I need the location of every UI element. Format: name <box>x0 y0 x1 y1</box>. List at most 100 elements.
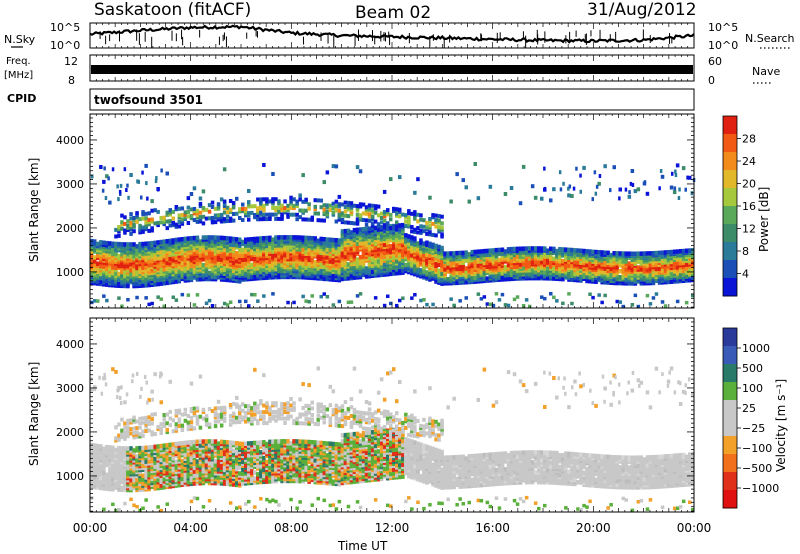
heatmap-cell <box>201 214 206 219</box>
heatmap-cell <box>171 238 175 243</box>
heatmap-cell <box>389 177 393 182</box>
heatmap-cell <box>219 253 224 258</box>
heatmap-cell <box>120 454 124 459</box>
heatmap-cell <box>428 232 432 237</box>
heatmap-cell <box>132 466 136 471</box>
heatmap-cell <box>404 262 408 268</box>
heatmap-cell <box>313 198 317 203</box>
heatmap-cell <box>482 270 487 276</box>
heatmap-cell <box>301 247 305 252</box>
heatmap-cell <box>96 443 100 449</box>
heatmap-cell <box>114 241 118 247</box>
heatmap-cell <box>455 262 459 268</box>
heatmap-cell <box>628 190 631 195</box>
heatmap-cell <box>370 226 375 231</box>
heatmap-cell <box>201 235 206 240</box>
heatmap-cell <box>162 222 166 227</box>
heatmap-cell <box>171 223 175 228</box>
heatmap-cell <box>379 254 384 260</box>
heatmap-cell <box>250 210 254 215</box>
heatmap-cell <box>543 260 547 265</box>
heatmap-cell <box>135 211 139 216</box>
heatmap-cell <box>231 212 236 216</box>
heatmap-cell <box>228 300 233 304</box>
heatmap-cell <box>328 237 333 242</box>
heatmap-cell <box>99 165 103 169</box>
heatmap-cell <box>352 203 357 208</box>
heatmap-cell <box>186 269 191 275</box>
heatmap-cell <box>636 251 641 256</box>
heatmap-cell <box>313 236 317 241</box>
heatmap-cell <box>159 220 163 225</box>
heatmap-cell <box>207 255 212 260</box>
heatmap-cell <box>503 265 508 270</box>
heatmap-cell <box>186 236 191 241</box>
heatmap-cell <box>253 274 257 279</box>
heatmap-cell <box>150 262 154 268</box>
heatmap-cell <box>476 257 481 262</box>
heatmap-cell <box>431 221 435 226</box>
heatmap-cell <box>195 215 200 220</box>
heatmap-cell <box>413 214 417 219</box>
heatmap-cell <box>138 223 142 228</box>
heatmap-cell <box>120 226 124 231</box>
heatmap-cell <box>111 265 115 270</box>
heatmap-cell <box>301 275 305 280</box>
heatmap-cell <box>150 412 154 417</box>
heatmap-cell <box>238 267 242 272</box>
heatmap-cell <box>346 276 351 281</box>
heatmap-cell <box>93 255 97 260</box>
heatmap-cell <box>413 268 417 273</box>
heatmap-cell <box>373 253 378 258</box>
heatmap-cell <box>114 447 118 453</box>
heatmap-cell <box>238 209 242 214</box>
heatmap-cell <box>425 225 429 230</box>
heatmap-cell <box>262 214 266 219</box>
heatmap-cell <box>684 262 689 267</box>
heatmap-cell <box>207 274 212 280</box>
heatmap-cell <box>307 271 311 276</box>
heatmap-cell <box>126 418 130 423</box>
heatmap-cell <box>537 246 541 251</box>
heatmap-cell <box>624 187 628 192</box>
heatmap-cell <box>331 303 336 307</box>
heatmap-cell <box>253 204 257 209</box>
heatmap-cell <box>654 262 659 268</box>
heatmap-cell <box>301 210 305 215</box>
heatmap-cell <box>165 210 169 215</box>
heatmap-cell <box>111 477 115 482</box>
heatmap-cell <box>355 227 360 233</box>
heatmap-cell <box>111 367 115 372</box>
heatmap-cell <box>663 260 668 265</box>
heatmap-cell <box>440 214 444 219</box>
heatmap-cell <box>567 186 570 191</box>
heatmap-cell <box>503 303 508 307</box>
heatmap-cell <box>503 192 508 196</box>
heatmap-cell <box>690 191 694 196</box>
heatmap-cell <box>271 292 275 296</box>
heatmap-cell <box>168 212 172 217</box>
heatmap-cell <box>428 225 432 230</box>
heatmap-cell <box>177 269 182 274</box>
heatmap-cell <box>141 416 145 421</box>
heatmap-cell <box>132 433 136 438</box>
heatmap-cell <box>189 236 194 241</box>
heatmap-cell <box>241 207 245 211</box>
heatmap-cell <box>111 279 115 284</box>
heatmap-cell <box>645 263 650 268</box>
heatmap-cell <box>609 188 612 193</box>
heatmap-cell <box>624 251 628 256</box>
heatmap-cell <box>419 217 423 222</box>
heatmap-cell <box>225 236 230 241</box>
heatmap-cell <box>410 229 414 234</box>
heatmap-cell <box>105 240 109 246</box>
heatmap-cell <box>464 270 468 275</box>
heatmap-cell <box>337 208 342 213</box>
heatmap-cell <box>144 265 148 270</box>
heatmap-cell <box>395 253 399 258</box>
heatmap-cell <box>207 209 212 214</box>
heatmap-cell <box>247 257 251 262</box>
heatmap-cell <box>688 175 692 180</box>
heatmap-cell <box>473 265 477 270</box>
heatmap-cell <box>126 427 130 432</box>
